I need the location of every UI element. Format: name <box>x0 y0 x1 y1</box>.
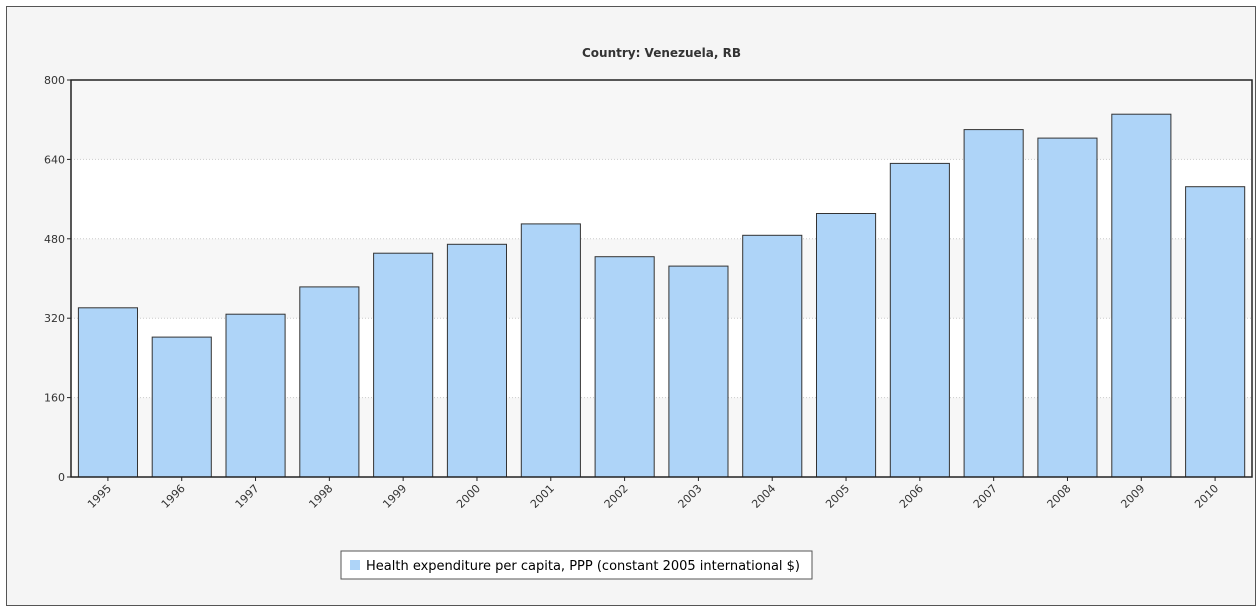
x-tick-label: 1999 <box>380 482 409 511</box>
bar-2002 <box>594 256 655 478</box>
bar-1998 <box>299 286 360 478</box>
bar-2007 <box>963 129 1024 478</box>
bar-2010 <box>1185 186 1246 478</box>
legend-box <box>340 550 813 580</box>
bar-1997 <box>225 313 286 478</box>
y-tick-label: 320 <box>44 312 65 325</box>
bar-2000 <box>446 243 507 478</box>
bar-1999 <box>373 252 434 478</box>
x-tick-label: 2002 <box>602 482 631 511</box>
x-tick-label: 2008 <box>1045 482 1074 511</box>
bar-2008 <box>1037 137 1098 478</box>
x-tick-label: 2009 <box>1118 482 1147 511</box>
y-tick-label: 160 <box>44 392 65 405</box>
x-tick-label: 1996 <box>159 482 188 511</box>
bar-2005 <box>816 213 877 478</box>
bar-2009 <box>1111 113 1172 478</box>
y-tick-label: 480 <box>44 233 65 246</box>
chart-frame: Country: Venezuela, RB 0 160 320 480 640 800 … <box>6 6 1256 606</box>
x-tick-label: 2004 <box>749 482 778 511</box>
x-tick-label: 1998 <box>306 482 335 511</box>
x-tick-label: 1997 <box>233 482 262 511</box>
bar-chart: Country: Venezuela, RB 0160320480640800 … <box>44 46 1253 580</box>
x-tick-label: 2005 <box>823 482 852 511</box>
x-axis-ticks: 1995 1996 1997 1998 1999 2000 2001 2002 2003 2004… <box>85 477 1221 511</box>
bar-2004 <box>742 234 803 478</box>
plot-border <box>70 79 1253 478</box>
x-tick-label: 2000 <box>454 482 483 511</box>
y-axis-ticks: 0 160 320 480 640 800 <box>44 74 71 484</box>
bar-2006 <box>889 162 950 478</box>
x-tick-label: 2006 <box>897 482 926 511</box>
bar-2001 <box>520 223 581 478</box>
chart-title: Country: Venezuela, RB <box>582 46 741 60</box>
axes <box>70 79 1253 478</box>
y-tick-label: 0 <box>58 471 65 484</box>
y-tick-label: 800 <box>44 74 65 87</box>
bar-1995 <box>77 307 138 478</box>
legend: Health expenditure per capita, PPP (cons… <box>340 550 813 580</box>
y-tick-label: 640 <box>44 153 65 166</box>
bar-2003 <box>668 265 729 478</box>
legend-label: Health expenditure per capita, PPP (cons… <box>366 559 800 574</box>
bar-1996 <box>151 336 212 478</box>
x-tick-label: 2007 <box>971 482 1000 511</box>
x-tick-label: 1995 <box>85 482 114 511</box>
x-tick-label: 2003 <box>676 482 705 511</box>
x-tick-label: 2010 <box>1192 482 1221 511</box>
x-tick-label: 2001 <box>528 482 557 511</box>
bars <box>77 113 1246 478</box>
legend-swatch <box>350 560 360 570</box>
